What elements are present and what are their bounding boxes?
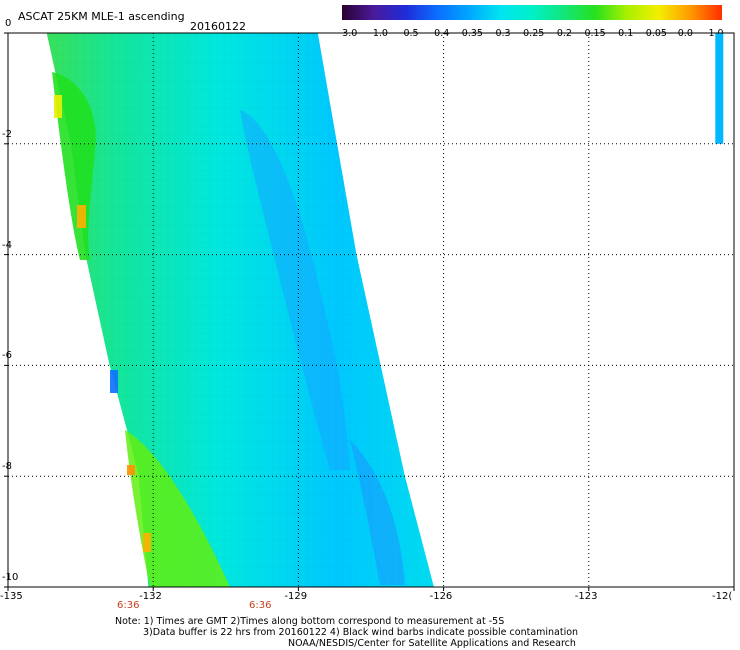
y-tick-label: -8 xyxy=(2,461,12,473)
swath-features xyxy=(52,72,405,587)
yellow-patch-north xyxy=(54,95,62,118)
orange-patch-southwest xyxy=(143,533,151,552)
note-line-1: Note: 1) Times are GMT 2)Times along bot… xyxy=(115,616,505,627)
y-tick-label: -10 xyxy=(2,572,19,583)
note-line-3: NOAA/NESDIS/Center for Satellite Applica… xyxy=(288,638,576,649)
map-date: 20160122 xyxy=(190,20,246,33)
swath-right-strip xyxy=(715,33,724,144)
y-tick-label: -2 xyxy=(2,128,12,140)
gridlines xyxy=(8,33,734,587)
x-tick-label: -132 xyxy=(139,591,162,602)
data-swath xyxy=(46,33,724,587)
orange-patch-south xyxy=(127,465,135,475)
note-line-2: 3)Data buffer is 22 hrs from 20160122 4)… xyxy=(143,627,579,638)
time-label-2: 6:36 xyxy=(249,600,272,611)
y-tick-label: -4 xyxy=(2,239,12,251)
colorbar: -3.0 -1.0 -0.5 -0.4 -0.35 -0.3 -0.25 -0.2 -0.15-… xyxy=(339,5,724,39)
y-tick-label: -6 xyxy=(2,350,12,362)
blue-band-southeast xyxy=(350,440,405,585)
x-tick-label: -129 xyxy=(284,591,308,602)
x-tick-label: -123 xyxy=(574,591,598,602)
x-tick-label: -12( xyxy=(712,591,733,602)
orange-patch-north xyxy=(77,205,86,228)
x-tick-label: -135 xyxy=(0,591,23,602)
axis-ticks xyxy=(4,32,735,591)
blue-patch-west xyxy=(110,370,118,393)
map-title: ASCAT 25KM MLE-1 ascending xyxy=(18,10,185,23)
time-label-1: 6:36 xyxy=(117,600,140,611)
plot-frame xyxy=(7,32,735,588)
y-tick-label: 0 xyxy=(5,18,12,29)
green-band-south xyxy=(125,430,230,587)
x-tick-label: -126 xyxy=(429,591,453,602)
colorbar-bar xyxy=(342,5,722,20)
blue-band-central xyxy=(240,110,350,470)
